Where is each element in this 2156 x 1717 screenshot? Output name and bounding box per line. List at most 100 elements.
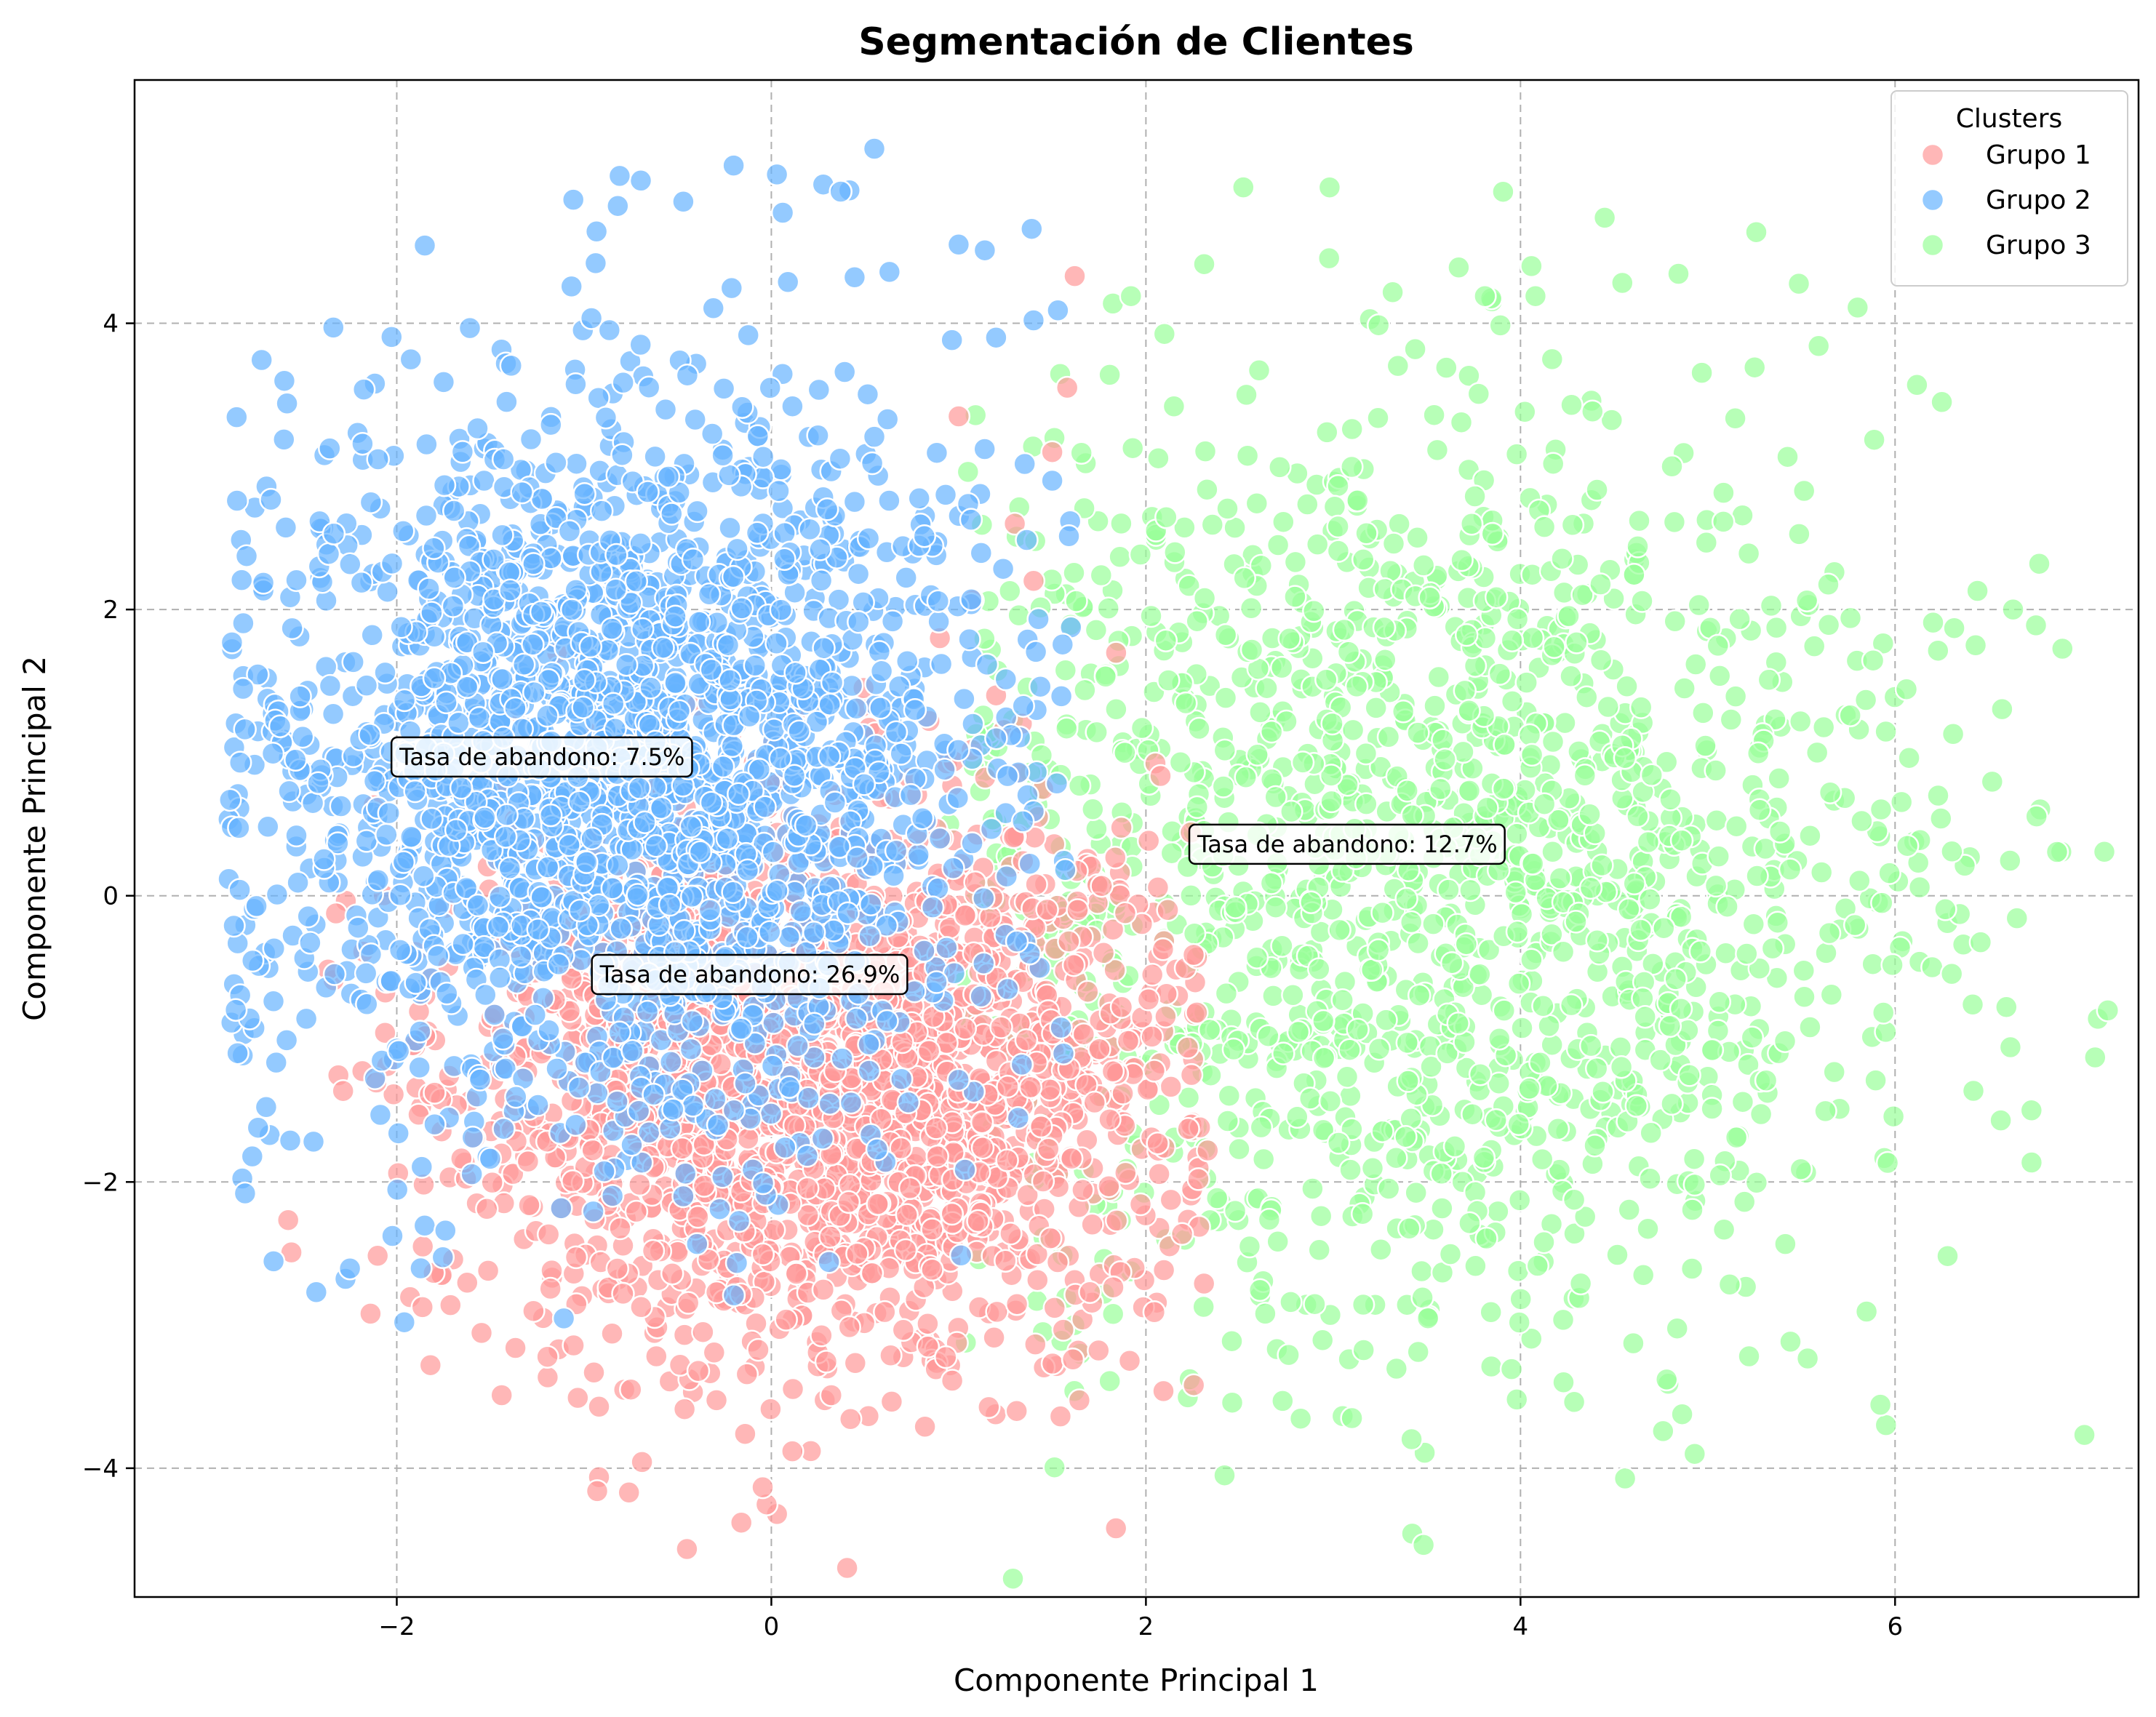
scatter-point (1101, 1302, 1125, 1326)
scatter-point (1087, 1338, 1111, 1363)
scatter-point (1669, 905, 1693, 929)
scatter-point (1505, 919, 1530, 944)
scatter-point (1142, 1300, 1167, 1324)
scatter-point (1237, 1234, 1262, 1259)
scatter-point (1214, 981, 1239, 1006)
scatter-point (1320, 711, 1344, 736)
scatter-point (1073, 678, 1097, 703)
scatter-point (1778, 1329, 1802, 1354)
scatter-point (1213, 623, 1238, 647)
scatter-point (895, 1203, 919, 1227)
scatter-point (1965, 579, 1989, 603)
scatter-point (2045, 840, 2069, 864)
scatter-point (1513, 778, 1537, 802)
scatter-point (1802, 634, 1826, 658)
scatter-point (1704, 759, 1728, 783)
scatter-point (1573, 764, 1597, 788)
scatter-point (935, 936, 959, 960)
scatter-point (795, 1144, 820, 1168)
scatter-point (1396, 1069, 1420, 1093)
scatter-point (1381, 280, 1405, 305)
scatter-point (1773, 1029, 1797, 1053)
scatter-point (941, 856, 965, 881)
scatter-point (423, 1112, 447, 1137)
scatter-point (1442, 1134, 1467, 1158)
scatter-point (1185, 795, 1210, 820)
scatter-point (1488, 662, 1512, 686)
scatter-point (605, 1257, 630, 1281)
scatter-point (746, 424, 770, 448)
scatter-point (996, 1074, 1020, 1099)
scatter-point (1176, 1117, 1200, 1141)
scatter-point (1816, 572, 1840, 597)
scatter-point (994, 1249, 1018, 1273)
scatter-point (1906, 851, 1931, 875)
scatter-point (1741, 912, 1766, 937)
scatter-point (1217, 1084, 1242, 1108)
scatter-point (811, 1278, 836, 1302)
scatter-point (1773, 1232, 1797, 1256)
scatter-point (1464, 1254, 1488, 1278)
scatter-point (1215, 497, 1239, 521)
scatter-point (1084, 618, 1109, 642)
scatter-point (1605, 1243, 1629, 1267)
scatter-point (1528, 1051, 1552, 1075)
scatter-point (1589, 572, 1613, 596)
scatter-point (1468, 1062, 1493, 1086)
scatter-point (324, 901, 348, 926)
scatter-point (617, 1481, 641, 1505)
scatter-point (1627, 508, 1651, 533)
scatter-point (538, 1276, 562, 1301)
scatter-point (1531, 994, 1555, 1018)
scatter-point (1220, 1390, 1245, 1414)
scatter-point (1103, 958, 1127, 982)
scatter-point (321, 702, 346, 727)
scatter-point (1140, 1025, 1164, 1049)
scatter-point (1509, 1287, 1533, 1311)
scatter-point (1677, 1063, 1701, 1087)
scatter-point (1367, 1037, 1392, 1061)
scatter-point (1466, 382, 1491, 406)
scatter-point (1583, 1133, 1607, 1158)
scatter-point (784, 1262, 809, 1286)
scatter-point (1889, 790, 1914, 815)
scatter-point (1223, 895, 1247, 919)
scatter-point (1146, 446, 1170, 471)
scatter-point (843, 1351, 868, 1375)
scatter-point (1366, 406, 1390, 431)
scatter-point (1581, 399, 1605, 424)
scatter-point (686, 1205, 710, 1229)
scatter-point (1822, 1060, 1846, 1084)
scatter-point (1381, 532, 1406, 556)
scatter-point (1315, 420, 1339, 444)
scatter-point (475, 1197, 499, 1221)
scatter-point (1064, 589, 1088, 613)
scatter-point (1146, 876, 1170, 900)
scatter-point (1438, 1242, 1463, 1266)
scatter-point (1506, 972, 1531, 996)
scatter-point (1429, 1161, 1453, 1186)
scatter-point (733, 1422, 757, 1446)
scatter-point (1263, 895, 1288, 919)
scatter-point (1562, 1222, 1586, 1246)
scatter-point (2005, 906, 2029, 930)
scatter-point (1562, 1188, 1586, 1212)
scatter-point (866, 1192, 890, 1216)
scatter-point (1261, 984, 1285, 1008)
scatter-point (561, 1169, 585, 1193)
scatter-point (1484, 1108, 1508, 1132)
scatter-point (1298, 1086, 1322, 1110)
scatter-point (1082, 1090, 1107, 1115)
scatter-point (1397, 1217, 1421, 1241)
scatter-point (1152, 321, 1177, 346)
scatter-point (381, 1082, 406, 1107)
scatter-point (1128, 1192, 1153, 1217)
scatter-point (359, 1302, 383, 1326)
scatter-point (1500, 689, 1525, 713)
scatter-point (1101, 917, 1125, 942)
scatter-point (1487, 1071, 1511, 1096)
scatter-point (972, 951, 996, 976)
scatter-point (953, 1017, 978, 1041)
scatter-point (1305, 532, 1330, 556)
scatter-point (982, 1326, 1006, 1350)
